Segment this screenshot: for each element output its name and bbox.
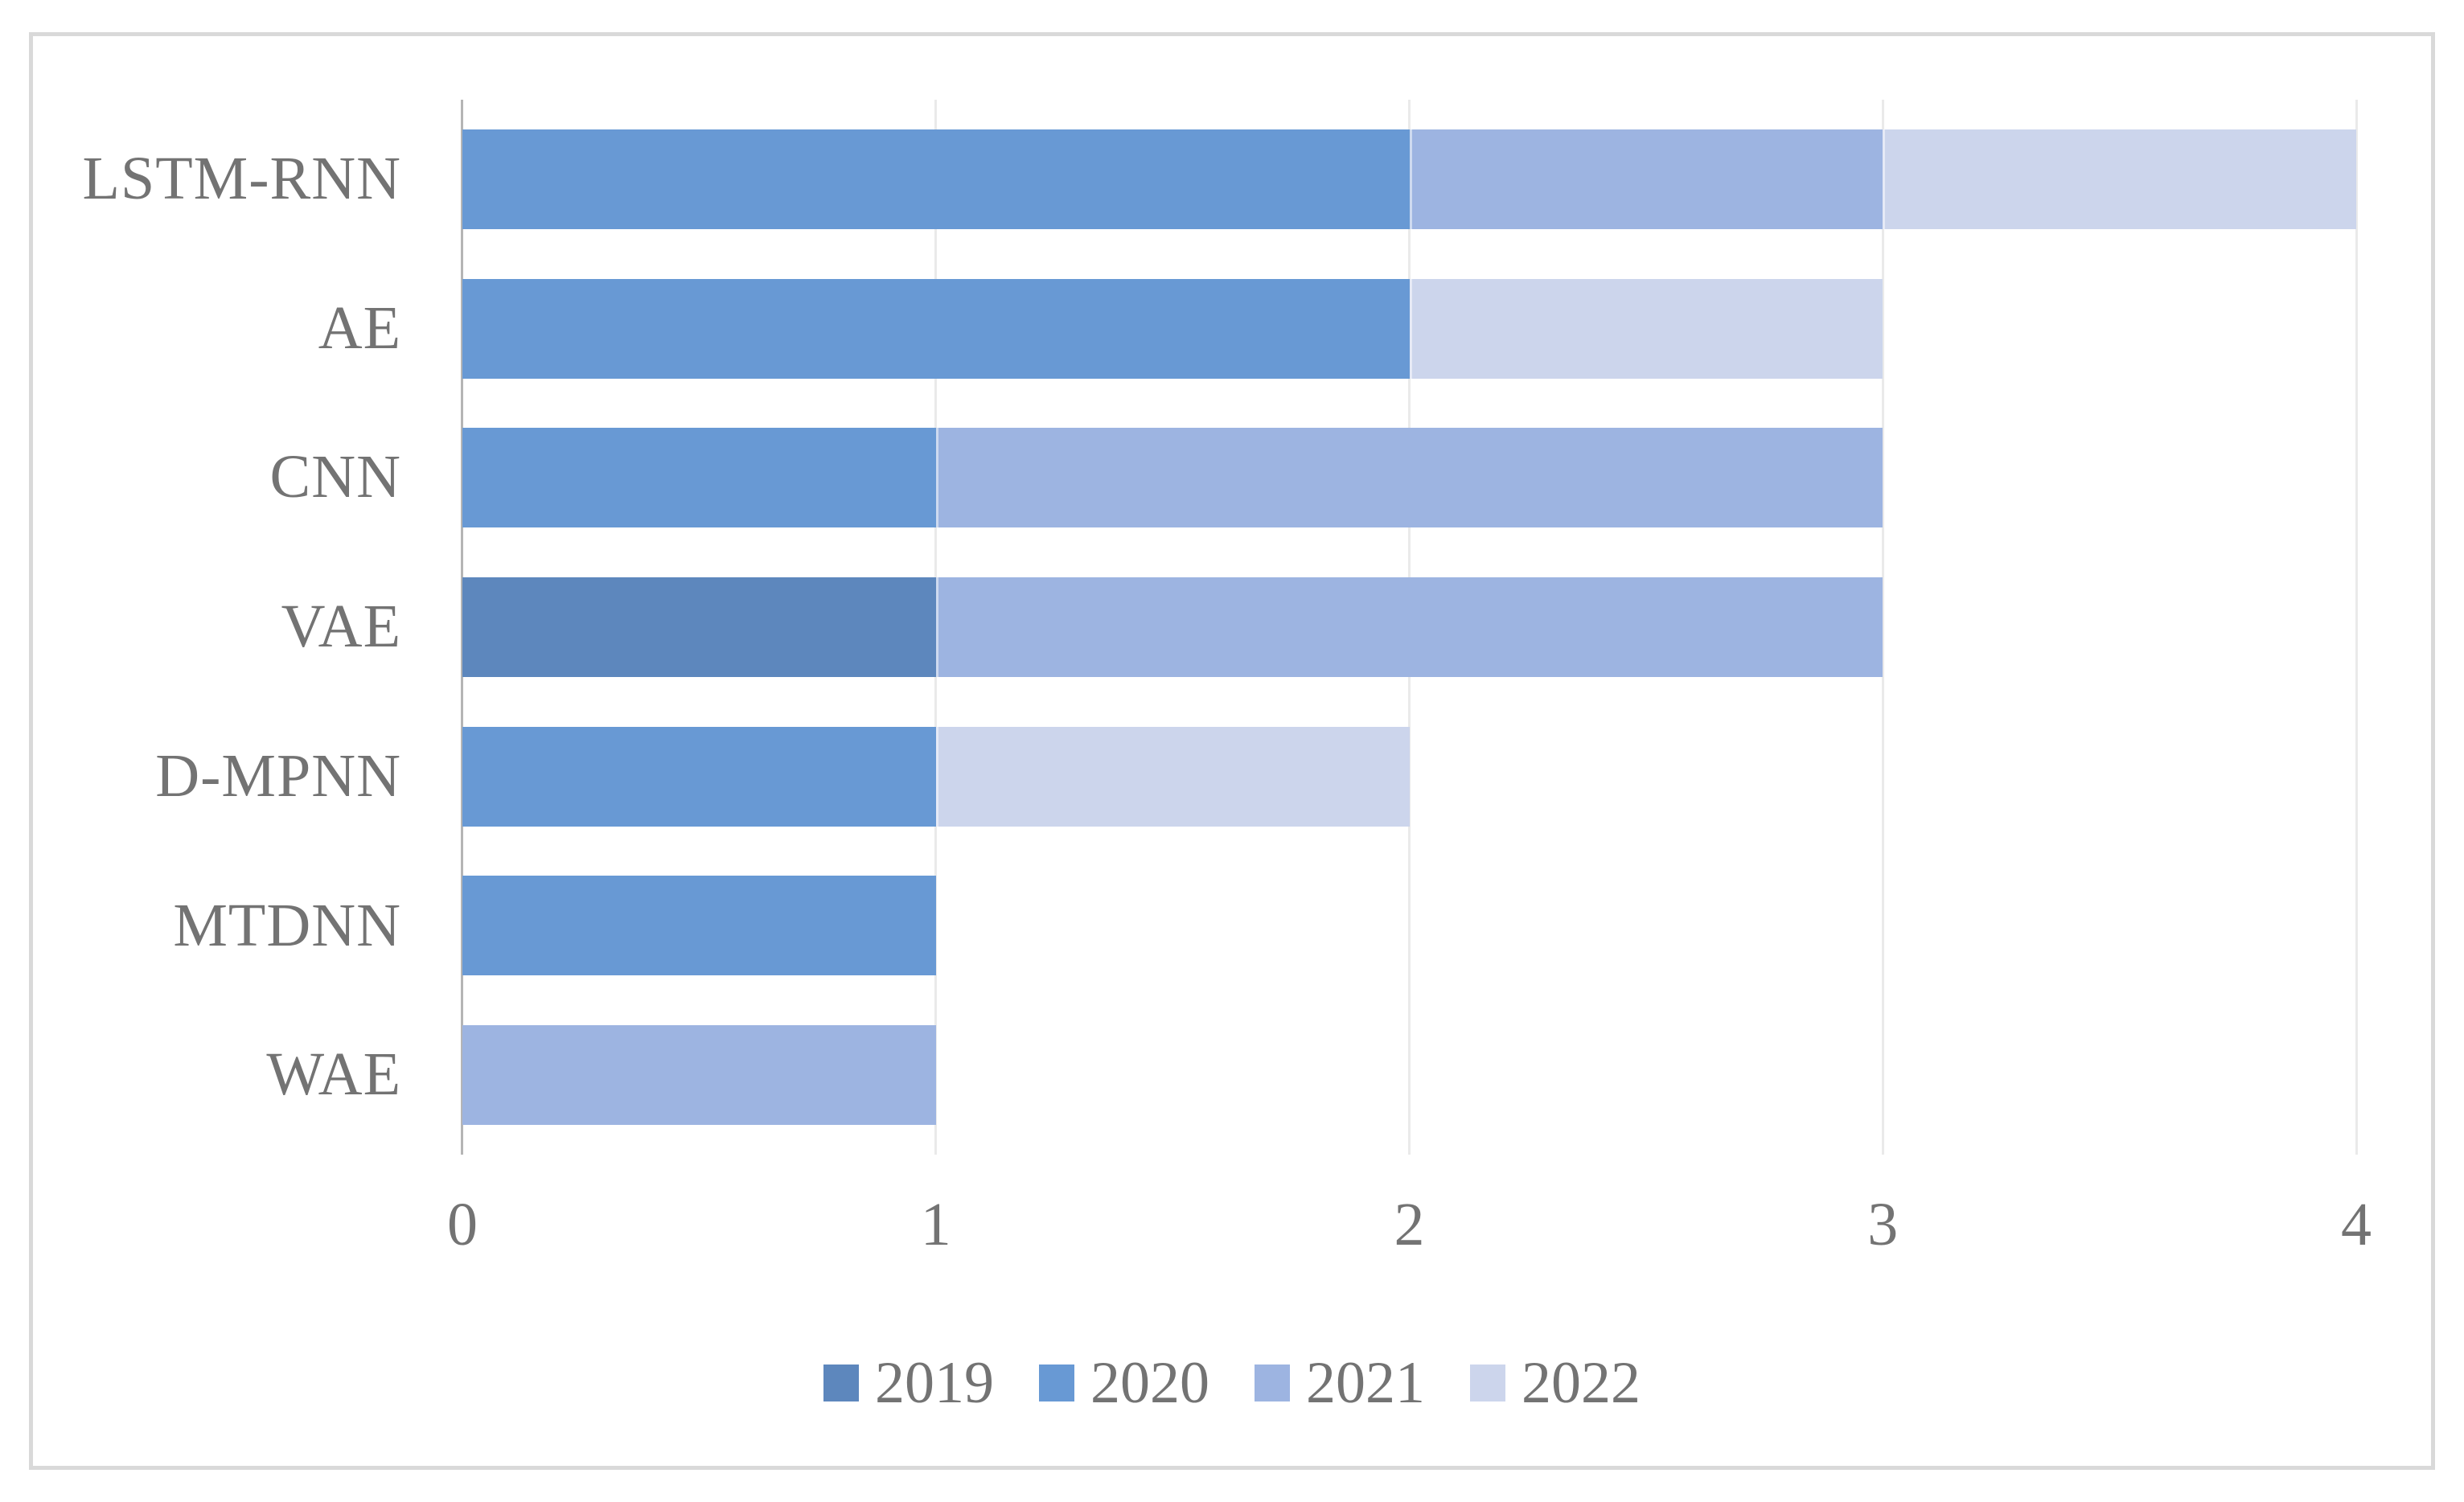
legend-swatch-2021 xyxy=(1255,1365,1290,1401)
category-label-mtdnn: MTDNN xyxy=(173,891,401,959)
legend-swatch-2020 xyxy=(1039,1365,1074,1401)
bar-segment-cnn-2021 xyxy=(935,428,1883,528)
bar-track-mtdnn xyxy=(462,876,2356,976)
bar-segment-vae-2019 xyxy=(462,577,936,677)
x-tick-label-1: 1 xyxy=(920,1191,951,1258)
bar-segment-d-mpnn-2020 xyxy=(462,726,936,827)
category-label-lstm-rnn: LSTM-RNN xyxy=(82,145,401,212)
legend-item-2020: 2020 xyxy=(1039,1353,1209,1413)
x-tick-label-0: 0 xyxy=(447,1191,478,1258)
plot-area: LSTM-RNN AE CNN VAE D-MPNN MTDNN WAE 0 1 2 3 4 xyxy=(83,100,2372,1258)
category-label-ae: AE xyxy=(318,293,401,362)
bar-segment-cnn-2020 xyxy=(462,428,936,528)
bar-segment-mtdnn-2020 xyxy=(462,876,936,976)
legend-label-2021: 2021 xyxy=(1306,1350,1425,1416)
bar-segment-lstm-rnn-2020 xyxy=(462,129,1410,229)
bar-segment-ae-2022 xyxy=(1409,278,1883,379)
bar-segment-ae-2020 xyxy=(462,278,1410,379)
x-tick-label-4: 4 xyxy=(2341,1191,2372,1258)
category-label-cnn: CNN xyxy=(269,443,401,511)
legend-swatch-2019 xyxy=(823,1365,859,1401)
x-tick-label-2: 2 xyxy=(1394,1191,1425,1258)
category-axis-line xyxy=(461,100,463,1155)
bar-track-lstm-rnn xyxy=(462,129,2356,229)
bar-segment-lstm-rnn-2022 xyxy=(1883,129,2356,229)
gridline-x-3 xyxy=(1881,100,1884,1155)
bar-segment-lstm-rnn-2021 xyxy=(1409,129,1883,229)
bar-track-ae xyxy=(462,278,2356,379)
bar-track-cnn xyxy=(462,428,2356,528)
figure-frame: LSTM-RNN AE CNN VAE D-MPNN MTDNN WAE 0 1 2 3 4 201… xyxy=(29,32,2435,1470)
gridline-x-4 xyxy=(2355,100,2358,1155)
category-label-d-mpnn: D-MPNN xyxy=(155,741,401,810)
legend-item-2021: 2021 xyxy=(1255,1353,1425,1413)
bar-track-d-mpnn xyxy=(462,726,2356,827)
legend-item-2019: 2019 xyxy=(823,1353,994,1413)
category-label-vae: VAE xyxy=(281,593,401,661)
bar-segment-wae-2021 xyxy=(462,1025,936,1126)
legend-label-2022: 2022 xyxy=(1522,1350,1641,1416)
legend-swatch-2022 xyxy=(1470,1365,1505,1401)
x-tick-label-3: 3 xyxy=(1867,1191,1899,1258)
bar-track-vae xyxy=(462,577,2356,677)
bar-track-wae xyxy=(462,1025,2356,1126)
bar-segment-d-mpnn-2022 xyxy=(935,726,1410,827)
legend-label-2019: 2019 xyxy=(875,1350,994,1416)
legend-item-2022: 2022 xyxy=(1470,1353,1641,1413)
legend: 2019 2020 2021 2022 xyxy=(33,1353,2431,1413)
category-label-wae: WAE xyxy=(266,1040,401,1109)
legend-label-2020: 2020 xyxy=(1090,1350,1209,1416)
bar-segment-vae-2021 xyxy=(935,577,1883,677)
